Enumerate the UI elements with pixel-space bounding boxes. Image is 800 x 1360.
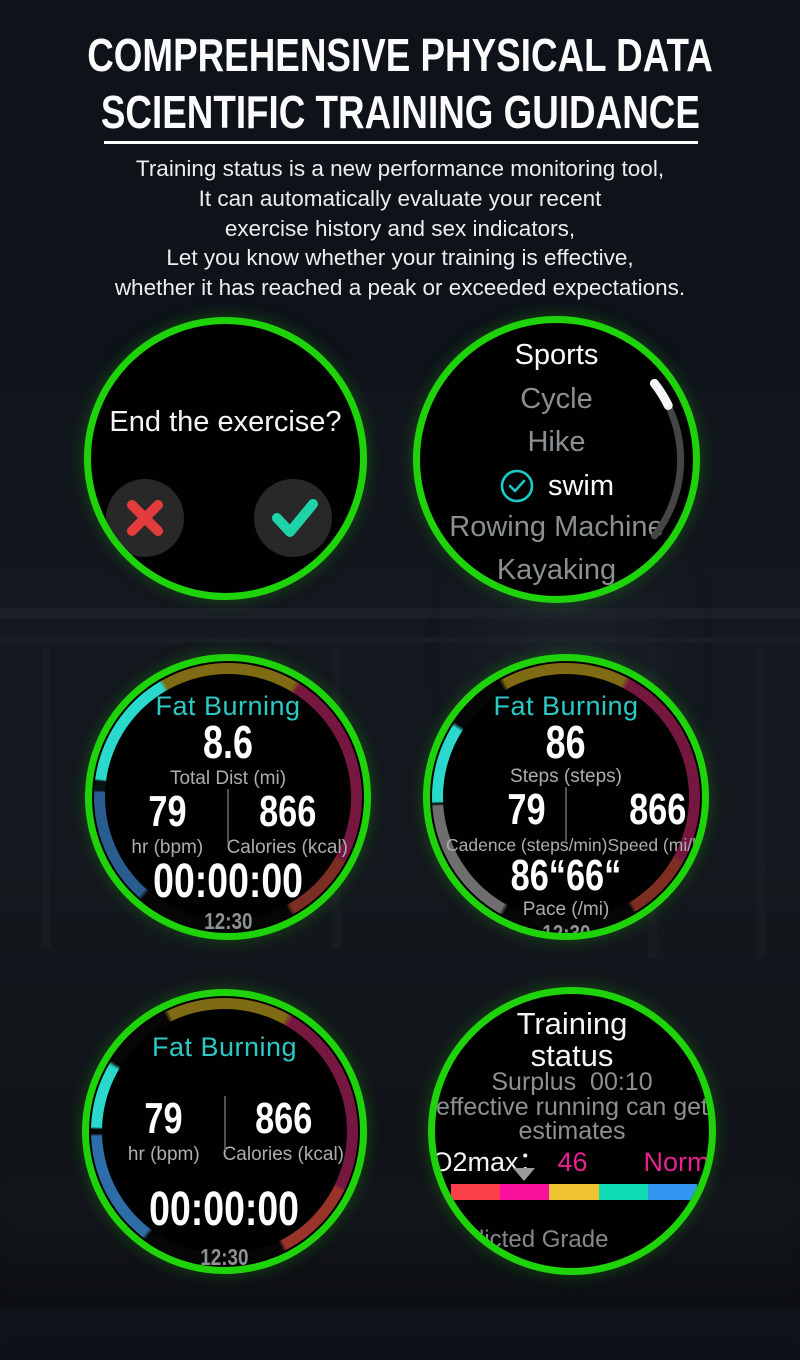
- end-exercise-question: End the exercise?: [109, 406, 342, 438]
- watch-face: [422, 325, 691, 594]
- vo2max-value: 46: [557, 1147, 588, 1177]
- metric-left-value: 79: [148, 787, 187, 836]
- sports-menu-title: Sports: [514, 339, 599, 371]
- intro-line: Let you know whether your training is ef…: [166, 245, 634, 271]
- screen-title: Fat Burning: [155, 691, 301, 721]
- scale-segment-teal: [598, 1184, 648, 1200]
- page-title-line2: SCIENTIFIC TRAINING GUIDANCE: [100, 86, 700, 138]
- status-label: Surplus: [491, 1068, 577, 1096]
- menu-item-hike[interactable]: Hike: [527, 426, 586, 458]
- metric-right: 866 Calories (kcal): [223, 1094, 344, 1166]
- screen-title: Fat Burning: [151, 1032, 298, 1062]
- status-desc-line1: effective running can get: [436, 1093, 708, 1121]
- check-icon: [272, 499, 318, 537]
- watch-fat-burning-dist: Fat Burning 8.6 Total Dist (mi) 79 hr (b…: [85, 654, 371, 940]
- background-post: [42, 648, 51, 948]
- metric-left: 79 hr (bpm): [105, 1094, 223, 1166]
- confirm-button[interactable]: [254, 479, 332, 557]
- x-icon: [127, 500, 163, 536]
- column-divider: [565, 787, 567, 841]
- metric-left-value: 79: [144, 1094, 183, 1143]
- watch-sports-menu: Sports Cycle Hike swim Rowing Machine Ka…: [413, 316, 700, 603]
- menu-item-rowing-machine[interactable]: Rowing Machine: [449, 511, 664, 543]
- background-railing: [0, 637, 800, 643]
- background-railing: [0, 608, 800, 619]
- intro-line: whether it has reached a peak or exceede…: [114, 275, 686, 301]
- status-desc-line2: estimates: [518, 1117, 626, 1145]
- vo2max-row: VO2max： 46 Normal: [435, 1140, 709, 1179]
- title-divider: [104, 141, 698, 144]
- menu-item-label: swim: [547, 469, 615, 502]
- metric-left: 79 Cadence (steps/min): [446, 785, 607, 856]
- scrollbar-thumb[interactable]: [649, 378, 673, 410]
- intro-line: It can automatically evaluate your recen…: [198, 185, 602, 211]
- metric-right-value: 866: [628, 785, 687, 834]
- pointer-triangle-icon: [513, 1168, 535, 1181]
- training-status-title-line1: Training: [516, 1006, 628, 1041]
- clock-time: 12:30: [541, 920, 591, 940]
- metric-right-label: Calories (kcal): [222, 1144, 344, 1165]
- training-status-title-line2: status: [530, 1038, 614, 1073]
- intro-paragraph: Training status is a new performance mon…: [0, 154, 800, 303]
- cancel-button[interactable]: [106, 479, 184, 557]
- column-divider: [223, 1096, 226, 1150]
- primary-value: 86: [546, 716, 586, 768]
- metric-right-value: 866: [254, 1094, 312, 1143]
- metric-left-label: hr (bpm): [127, 1144, 200, 1165]
- watch-training-status: Training status Surplus 00:10 effective …: [428, 987, 716, 1275]
- column-divider: [227, 789, 229, 843]
- pace-label: Pace (/mi): [522, 899, 610, 920]
- timer-value: 00:00:00: [149, 1183, 300, 1236]
- menu-item-cycle[interactable]: Cycle: [520, 383, 593, 415]
- timer-value: 00:00:00: [153, 855, 303, 908]
- intro-line: Training status is a new performance mon…: [135, 156, 665, 181]
- metric-left-label: hr (bpm): [131, 837, 204, 858]
- vo2max-scale: [451, 1184, 698, 1200]
- scale-segment-blue: [647, 1184, 698, 1200]
- predicted-grade-text: dicted Grade: [471, 1226, 609, 1253]
- screen-title: Fat Burning: [493, 691, 639, 721]
- scale-segment-yellow: [549, 1184, 599, 1200]
- metric-right-value: 866: [258, 787, 316, 836]
- metric-left-label: Cadence (steps/min): [446, 835, 608, 855]
- scrollbar[interactable]: [420, 323, 693, 596]
- vo2max-grade: Normal: [643, 1147, 710, 1177]
- metric-right-label: Calories (kcal): [226, 837, 348, 858]
- pace-value: 86“66“: [510, 851, 622, 900]
- scale-segment-red: [451, 1184, 501, 1200]
- primary-label: Steps (steps): [510, 766, 622, 787]
- scale-segment-pink: [500, 1184, 550, 1200]
- status-time: 00:10: [590, 1068, 653, 1096]
- metric-right: 866 Calories (kcal): [227, 787, 348, 859]
- selected-check-icon: [500, 469, 534, 503]
- menu-item-kayaking[interactable]: Kayaking: [496, 554, 617, 586]
- primary-value: 8.6: [203, 716, 253, 768]
- metric-right: 866 Speed (mi/h): [607, 785, 708, 856]
- page-title-line1: COMPREHENSIVE PHYSICAL DATA: [87, 29, 713, 81]
- watch-face: [437, 996, 707, 1266]
- status-line: Surplus 00:10: [435, 1068, 709, 1097]
- watch-fat-burning-steps: Fat Burning 86 Steps (steps) 79 Cadence …: [423, 654, 709, 940]
- clock-time: 12:30: [200, 1244, 249, 1270]
- background-post: [756, 648, 765, 958]
- metric-right-label: Speed (mi/h): [607, 835, 708, 855]
- metric-left-value: 79: [507, 785, 546, 834]
- primary-label: Total Dist (mi): [169, 768, 287, 789]
- metric-left: 79 hr (bpm): [108, 787, 227, 859]
- clock-time: 12:30: [203, 908, 253, 934]
- watch-end-exercise: End the exercise?: [84, 317, 367, 600]
- intro-line: exercise history and sex indicators,: [224, 215, 576, 241]
- menu-item-swim[interactable]: swim: [420, 468, 693, 504]
- watch-fat-burning-hr: Fat Burning 79 hr (bpm) 866 Calories (kc…: [82, 989, 367, 1274]
